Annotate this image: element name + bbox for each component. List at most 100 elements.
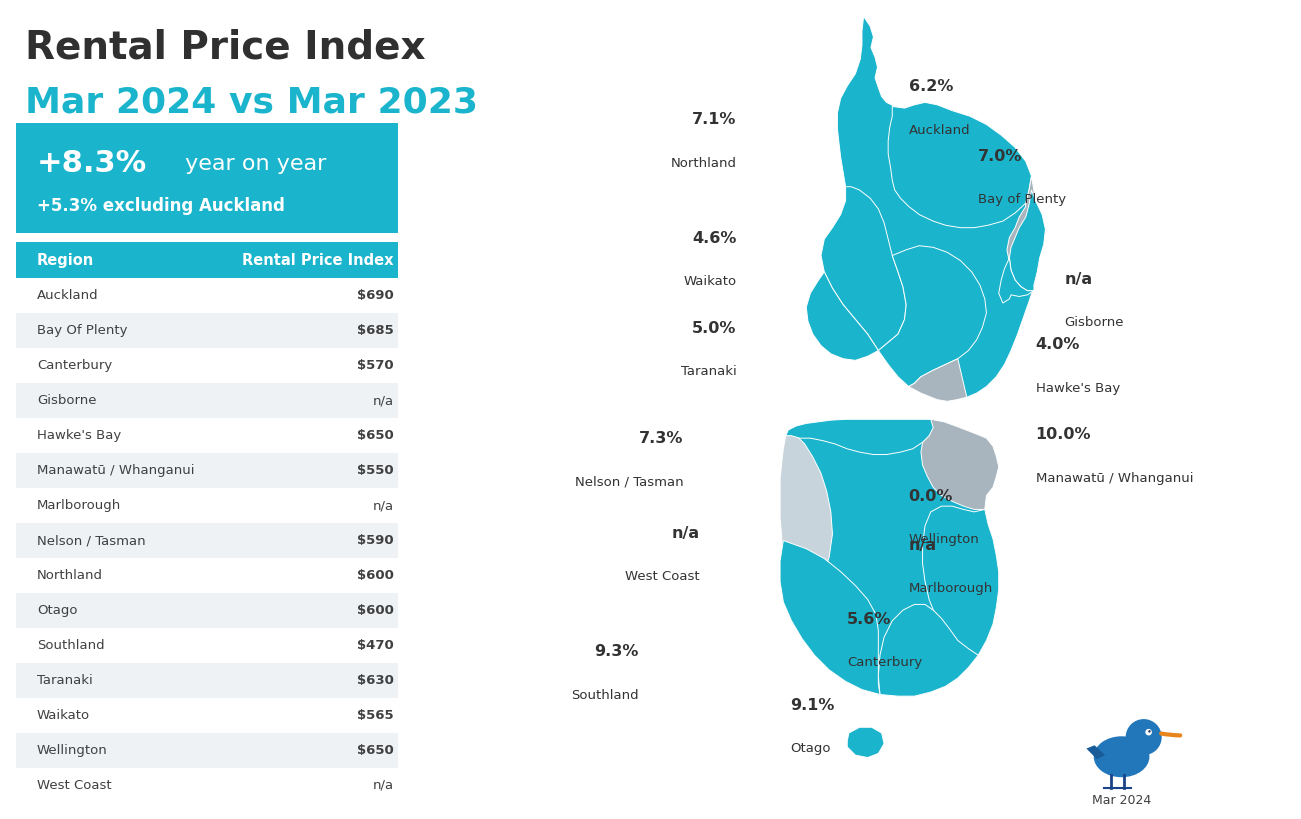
Text: Nelson / Tasman: Nelson / Tasman [575,476,683,489]
Text: 5.0%: 5.0% [692,321,736,336]
Polygon shape [786,419,933,455]
Polygon shape [1010,190,1046,291]
FancyBboxPatch shape [17,314,398,348]
Text: n/a: n/a [908,538,937,553]
Text: Otago: Otago [790,742,830,755]
Text: Canterbury: Canterbury [36,360,112,373]
FancyBboxPatch shape [17,698,398,733]
Text: Gisborne: Gisborne [1064,316,1124,329]
Text: 10.0%: 10.0% [1036,428,1092,442]
Text: $600: $600 [356,569,393,582]
Text: 7.3%: 7.3% [639,432,683,446]
Polygon shape [999,258,1034,303]
Text: $650: $650 [356,429,393,442]
FancyBboxPatch shape [17,383,398,419]
Text: Region: Region [36,252,94,268]
Text: $590: $590 [356,534,393,547]
Text: Wellington: Wellington [908,533,980,546]
Text: 5.6%: 5.6% [847,612,891,627]
Text: 9.3%: 9.3% [595,645,639,659]
Text: Waikato: Waikato [683,275,736,288]
Polygon shape [1086,745,1106,759]
Polygon shape [921,419,999,509]
Text: $470: $470 [356,639,393,652]
FancyBboxPatch shape [17,419,398,453]
Polygon shape [1007,176,1046,285]
Text: 6.2%: 6.2% [908,79,954,94]
Text: $565: $565 [356,708,393,722]
FancyBboxPatch shape [17,278,398,314]
Text: 9.1%: 9.1% [790,698,834,713]
FancyBboxPatch shape [17,628,398,663]
FancyBboxPatch shape [17,558,398,593]
Text: $690: $690 [356,289,393,302]
FancyBboxPatch shape [17,488,398,523]
Text: $570: $570 [356,360,393,373]
Polygon shape [781,419,999,696]
Text: Southland: Southland [571,689,639,702]
FancyBboxPatch shape [17,242,398,278]
Text: Manawatū / Whanganui: Manawatū / Whanganui [36,464,194,477]
Text: +8.3%: +8.3% [36,149,147,179]
Text: Northland: Northland [670,156,736,170]
Text: n/a: n/a [372,394,393,407]
Text: Taranaki: Taranaki [680,365,736,378]
Polygon shape [878,604,978,696]
Polygon shape [821,187,907,351]
Text: Marlborough: Marlborough [908,582,993,595]
Text: Taranaki: Taranaki [36,674,92,687]
Text: 7.1%: 7.1% [692,112,736,127]
Text: Mar 2024 vs Mar 2023: Mar 2024 vs Mar 2023 [25,86,477,120]
Text: n/a: n/a [671,526,700,541]
Text: Bay of Plenty: Bay of Plenty [978,193,1067,206]
Circle shape [1145,729,1151,735]
Text: year on year: year on year [178,154,327,174]
Circle shape [1149,731,1150,732]
Text: Mar 2024: Mar 2024 [1092,794,1151,808]
Text: Otago: Otago [36,604,77,617]
Text: Auckland: Auckland [36,289,99,302]
Text: $550: $550 [356,464,393,477]
Text: 0.0%: 0.0% [908,489,954,504]
Polygon shape [821,16,1046,401]
Text: Gisborne: Gisborne [36,394,96,407]
Polygon shape [807,272,878,360]
FancyBboxPatch shape [17,453,398,488]
FancyBboxPatch shape [17,593,398,628]
FancyBboxPatch shape [17,123,398,233]
Text: $630: $630 [356,674,393,687]
Text: Wellington: Wellington [36,744,108,757]
Polygon shape [922,506,999,655]
Text: n/a: n/a [372,779,393,792]
Text: Hawke's Bay: Hawke's Bay [1036,382,1120,395]
Text: +5.3% excluding Auckland: +5.3% excluding Auckland [36,197,285,215]
Text: Manawatū / Whanganui: Manawatū / Whanganui [1036,472,1193,485]
Text: Marlborough: Marlborough [36,499,121,512]
Polygon shape [781,432,833,614]
Polygon shape [781,541,879,695]
FancyBboxPatch shape [17,733,398,767]
FancyBboxPatch shape [17,663,398,698]
Text: Canterbury: Canterbury [847,656,922,669]
Text: $650: $650 [356,744,393,757]
Text: Rental Price Index: Rental Price Index [25,29,425,66]
Text: n/a: n/a [372,499,393,512]
Text: Rental Price Index: Rental Price Index [242,252,393,268]
Text: 7.0%: 7.0% [978,149,1023,164]
Text: $600: $600 [356,604,393,617]
Text: Bay Of Plenty: Bay Of Plenty [36,324,127,337]
Text: $685: $685 [356,324,393,337]
Text: Nelson / Tasman: Nelson / Tasman [36,534,146,547]
FancyBboxPatch shape [17,767,398,803]
Circle shape [1125,719,1162,755]
Polygon shape [847,727,885,758]
Text: West Coast: West Coast [36,779,112,792]
Text: Auckland: Auckland [908,124,971,137]
Text: 4.6%: 4.6% [692,231,736,246]
Text: n/a: n/a [1064,272,1093,287]
Text: Northland: Northland [36,569,103,582]
Polygon shape [908,359,967,401]
Polygon shape [878,246,986,387]
Text: 4.0%: 4.0% [1036,337,1080,352]
Polygon shape [889,102,1032,228]
